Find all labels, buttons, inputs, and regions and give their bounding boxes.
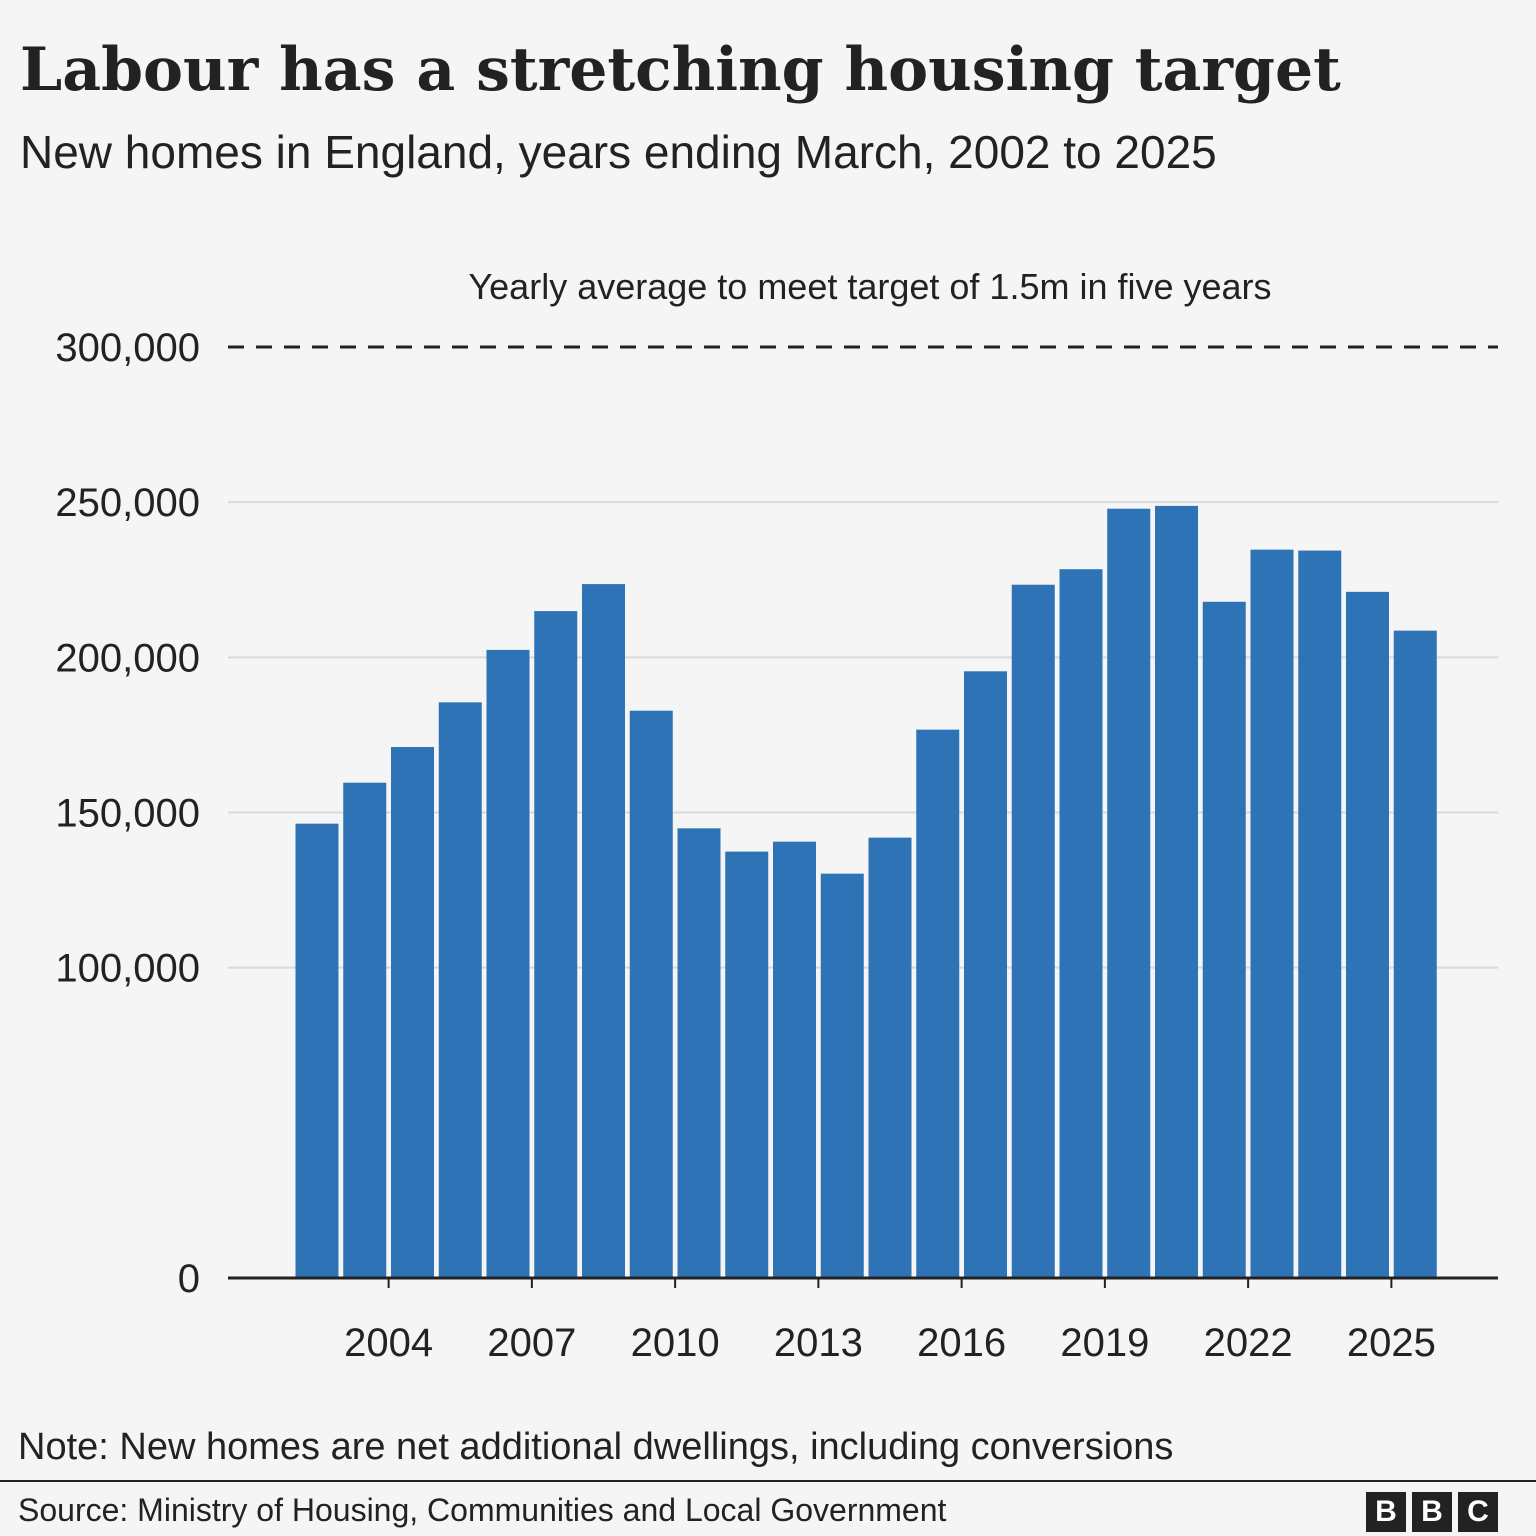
bar (725, 851, 769, 1278)
bar (1202, 601, 1246, 1278)
bar (1393, 630, 1437, 1278)
bbc-logo: B B C (1366, 1492, 1498, 1532)
x-tick-label: 2004 (344, 1321, 433, 1365)
y-tick-label: 200,000 (55, 636, 200, 680)
bar (1059, 569, 1103, 1278)
bar (916, 729, 960, 1278)
bars (295, 505, 1437, 1279)
y-tick-label: 150,000 (55, 792, 200, 836)
chart-title: Labour has a stretching housing target (20, 35, 1341, 105)
logo-letter-b1: B (1366, 1492, 1406, 1532)
bar (629, 710, 673, 1278)
bar (295, 823, 339, 1278)
x-tick-label: 2019 (1060, 1321, 1149, 1365)
x-tick-label: 2007 (487, 1321, 576, 1365)
bar (820, 873, 864, 1278)
chart-source: Source: Ministry of Housing, Communities… (18, 1492, 947, 1528)
logo-letter-b2: B (1412, 1492, 1452, 1532)
bar (868, 837, 912, 1278)
bar (1298, 550, 1342, 1278)
y-tick-label: 100,000 (55, 947, 200, 991)
target-line-label: Yearly average to meet target of 1.5m in… (468, 266, 1271, 307)
bar (486, 649, 530, 1278)
bar (773, 841, 816, 1278)
logo-letter-c: C (1458, 1492, 1498, 1532)
x-tick-label: 2022 (1204, 1321, 1293, 1365)
bar (534, 611, 578, 1278)
bar (1346, 591, 1389, 1278)
x-tick-label: 2010 (631, 1321, 720, 1365)
axes: 0 100,000 150,000 200,000 250,000 300,000 2004… (55, 266, 1498, 1365)
bar (343, 782, 387, 1278)
x-tick-label: 2013 (774, 1321, 863, 1365)
bar (1107, 508, 1151, 1278)
y-tick-label: 250,000 (55, 481, 200, 525)
footer-divider (0, 1480, 1536, 1482)
bar (391, 747, 434, 1278)
y-tick-label: 0 (178, 1257, 200, 1301)
x-tick-label: 2016 (917, 1321, 1006, 1365)
bar (1155, 505, 1198, 1279)
chart-note: Note: New homes are net additional dwell… (18, 1426, 1174, 1468)
bar-chart: 0 100,000 150,000 200,000 250,000 300,000 2004… (55, 266, 1498, 1365)
y-tick-label: 300,000 (55, 326, 200, 370)
bar (1250, 549, 1294, 1278)
x-tick-label: 2025 (1347, 1321, 1436, 1365)
bar (1011, 584, 1055, 1278)
bar (582, 584, 625, 1278)
chart-subtitle: New homes in England, years ending March… (20, 126, 1217, 178)
bar (438, 702, 482, 1278)
bar (677, 828, 721, 1278)
bar (964, 671, 1007, 1278)
